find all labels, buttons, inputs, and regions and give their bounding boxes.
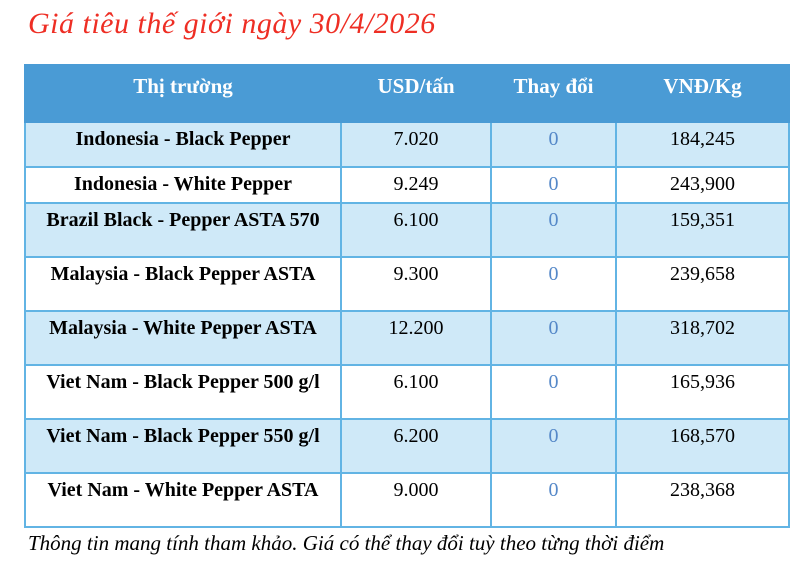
market-cell: Malaysia - Black Pepper ASTA [24, 256, 342, 312]
change-cell: 0 [490, 364, 617, 420]
market-cell: Indonesia - Black Pepper [24, 121, 342, 168]
usd-cell: 9.249 [340, 166, 492, 204]
vnd-cell: 184,245 [615, 121, 790, 168]
vnd-cell: 318,702 [615, 310, 790, 366]
header-usd: USD/tấn [340, 64, 492, 123]
market-cell: Viet Nam - Black Pepper 500 g/l [24, 364, 342, 420]
usd-cell: 6.100 [340, 202, 492, 258]
market-cell: Viet Nam - Black Pepper 550 g/l [24, 418, 342, 474]
change-cell: 0 [490, 256, 617, 312]
table-row: Viet Nam - White Pepper ASTA 9.000 0 238,36… [24, 472, 790, 528]
usd-cell: 7.020 [340, 121, 492, 168]
market-cell: Malaysia - White Pepper ASTA [24, 310, 342, 366]
table-row: Indonesia - White Pepper 9.249 0 243,900 [24, 166, 790, 204]
usd-cell: 6.200 [340, 418, 492, 474]
usd-cell: 12.200 [340, 310, 492, 366]
change-cell: 0 [490, 121, 617, 168]
market-cell: Indonesia - White Pepper [24, 166, 342, 204]
usd-cell: 9.000 [340, 472, 492, 528]
table-header-row: Thị trường USD/tấn Thay đổi VNĐ/Kg [24, 64, 790, 123]
usd-cell: 6.100 [340, 364, 492, 420]
market-cell: Viet Nam - White Pepper ASTA [24, 472, 342, 528]
table-row: Viet Nam - Black Pepper 550 g/l 6.200 0 168… [24, 418, 790, 474]
vnd-cell: 239,658 [615, 256, 790, 312]
vnd-cell: 159,351 [615, 202, 790, 258]
page-title: Giá tiêu thế giới ngày 30/4/2026 [28, 7, 436, 40]
table-row: Viet Nam - Black Pepper 500 g/l 6.100 0 165… [24, 364, 790, 420]
market-cell: Brazil Black - Pepper ASTA 570 [24, 202, 342, 258]
table-row: Indonesia - Black Pepper 7.020 0 184,245 [24, 121, 790, 168]
pepper-price-table: Thị trường USD/tấn Thay đổi VNĐ/Kg Indon… [24, 64, 790, 528]
header-market: Thị trường [24, 64, 342, 123]
header-change: Thay đổi [490, 64, 617, 123]
table-row: Malaysia - Black Pepper ASTA 9.300 0 239,65… [24, 256, 790, 312]
vnd-cell: 165,936 [615, 364, 790, 420]
pepper-price-page: Giá tiêu thế giới ngày 30/4/2026 Thị trư… [0, 7, 800, 563]
change-cell: 0 [490, 310, 617, 366]
disclaimer-text: Thông tin mang tính tham khảo. Giá có th… [28, 531, 665, 555]
usd-cell: 9.300 [340, 256, 492, 312]
change-cell: 0 [490, 418, 617, 474]
header-vnd: VNĐ/Kg [615, 64, 790, 123]
table-row: Brazil Black - Pepper ASTA 570 6.100 0 159,… [24, 202, 790, 258]
vnd-cell: 238,368 [615, 472, 790, 528]
change-cell: 0 [490, 202, 617, 258]
table-row: Malaysia - White Pepper ASTA 12.200 0 318,7… [24, 310, 790, 366]
change-cell: 0 [490, 166, 617, 204]
change-cell: 0 [490, 472, 617, 528]
vnd-cell: 168,570 [615, 418, 790, 474]
vnd-cell: 243,900 [615, 166, 790, 204]
